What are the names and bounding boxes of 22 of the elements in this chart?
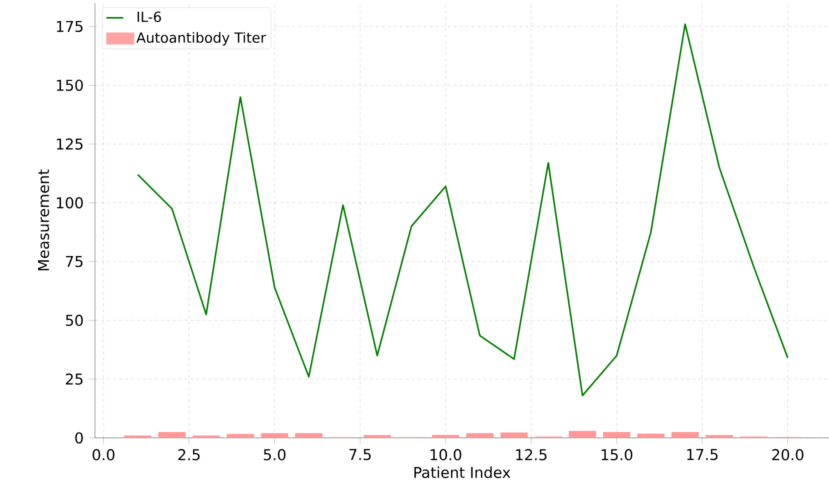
line-series xyxy=(136,23,789,396)
y-tick-label: 150 xyxy=(56,80,83,91)
y-tick-label: 125 xyxy=(56,138,82,150)
y-tick-label: 75 xyxy=(66,256,82,268)
legend-label: Autoantibody Titer xyxy=(136,32,266,46)
x-tick-label: 5.0 xyxy=(264,449,286,460)
y-tick-label: 50 xyxy=(66,314,83,326)
y-tick-label: 25 xyxy=(66,374,82,385)
x-tick-label: 15.0 xyxy=(602,449,632,460)
x-tick-label: 17.5 xyxy=(687,449,718,460)
y-axis-title: Measurement xyxy=(38,170,50,270)
x-tick-label: 2.5 xyxy=(178,449,200,460)
x-tick-label: 0.0 xyxy=(92,449,114,460)
x-tick-label: 20.0 xyxy=(772,449,804,460)
y-tick-label: 0 xyxy=(75,432,83,444)
legend-label: IL-6 xyxy=(138,12,161,22)
x-tick-label: 10.0 xyxy=(430,449,462,460)
y-tick-label: 175 xyxy=(56,21,82,32)
x-tick-label: 7.5 xyxy=(349,449,371,460)
y-tick-label: 100 xyxy=(56,197,83,209)
x-tick-label: 12.5 xyxy=(516,449,546,460)
x-axis-title: Patient Index xyxy=(414,466,510,478)
